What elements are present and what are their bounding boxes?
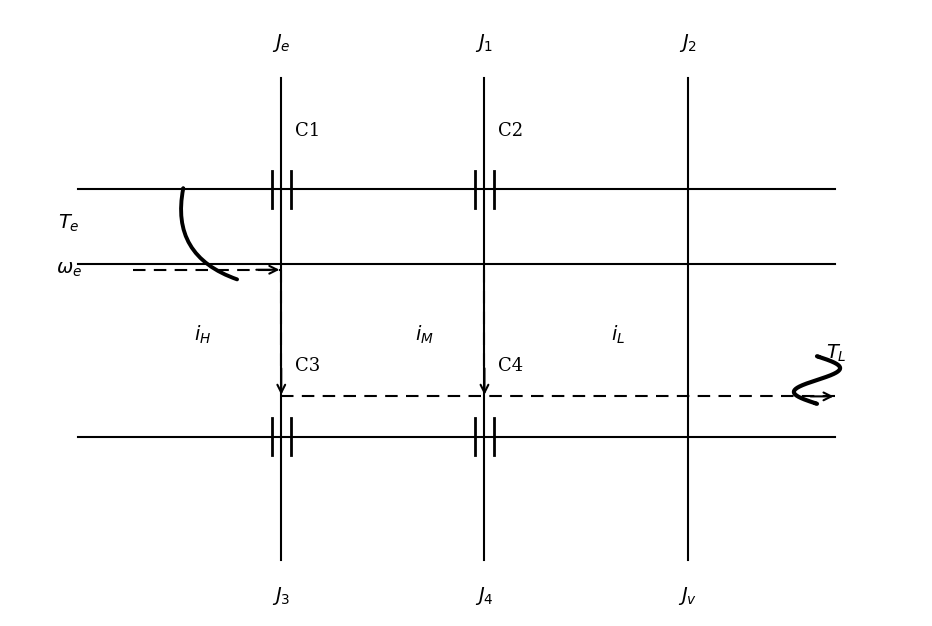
Text: $J_e$: $J_e$ [272, 31, 291, 54]
Text: C4: C4 [499, 356, 524, 374]
Text: $T_L$: $T_L$ [827, 342, 847, 364]
Text: $J_1$: $J_1$ [475, 31, 494, 54]
Text: $\omega_e$: $\omega_e$ [56, 260, 82, 279]
Text: $J_3$: $J_3$ [272, 585, 291, 607]
Text: $T_e$: $T_e$ [58, 213, 79, 234]
Text: $J_2$: $J_2$ [678, 31, 697, 54]
Text: C2: C2 [499, 122, 524, 140]
Text: $J_v$: $J_v$ [678, 585, 697, 607]
Text: $i_H$: $i_H$ [194, 324, 212, 346]
Text: C3: C3 [295, 356, 321, 374]
Text: C1: C1 [295, 122, 321, 140]
Text: $i_M$: $i_M$ [415, 324, 433, 346]
Text: $J_4$: $J_4$ [475, 585, 494, 607]
Text: $i_L$: $i_L$ [611, 324, 625, 346]
FancyArrowPatch shape [181, 188, 237, 279]
